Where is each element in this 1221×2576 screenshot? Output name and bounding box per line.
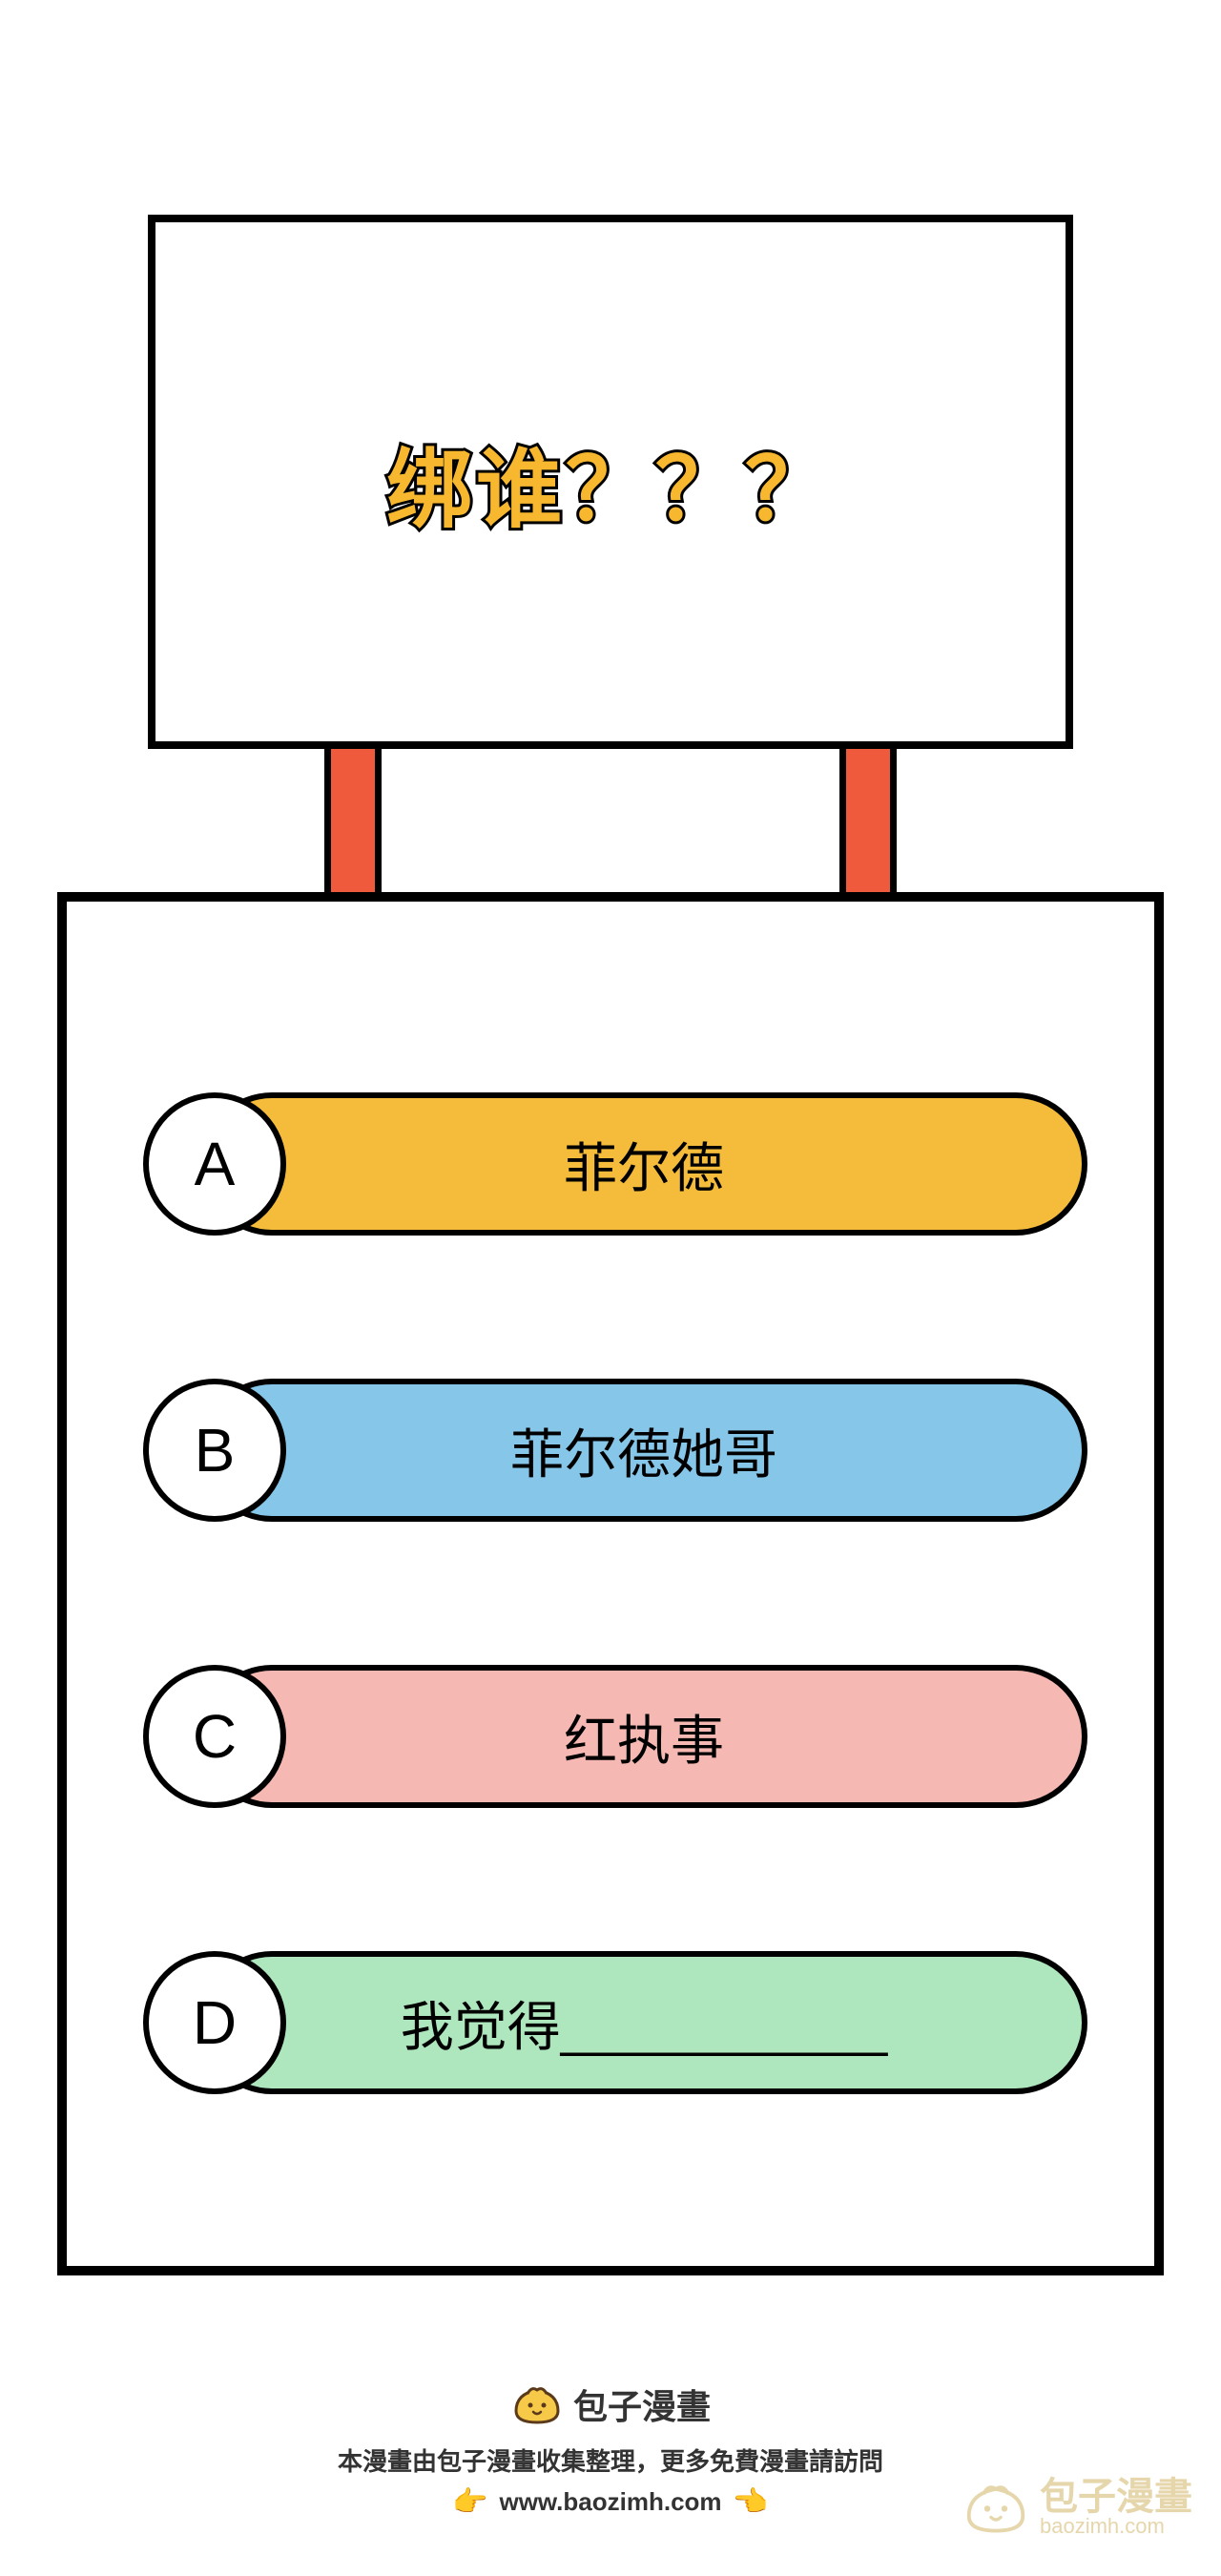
question-sign: 绑谁？？？	[148, 215, 1073, 749]
option-b[interactable]: 菲尔德她哥 B	[143, 1379, 1087, 1522]
watermark-bun-icon	[962, 2477, 1030, 2538]
option-a-letter: A	[143, 1092, 286, 1236]
watermark-main: 包子漫畫	[1040, 2478, 1192, 2516]
watermark-sub: baozimh.com	[1040, 2516, 1165, 2537]
quiz-stage: 绑谁？？？ 菲尔德 A 菲尔德她哥 B 红执事 C 我觉得___________…	[0, 0, 1221, 2576]
option-c-pill: 红执事	[200, 1665, 1087, 1808]
option-d[interactable]: 我觉得___________ D	[143, 1951, 1087, 2094]
option-a[interactable]: 菲尔德 A	[143, 1092, 1087, 1236]
question-text: 绑谁？？？	[386, 420, 835, 544]
options-panel: 菲尔德 A 菲尔德她哥 B 红执事 C 我觉得___________ D	[57, 892, 1164, 2275]
option-a-pill: 菲尔德	[200, 1092, 1087, 1236]
option-d-pill: 我觉得___________	[200, 1951, 1087, 2094]
footer-brand-text: 包子漫畫	[573, 2379, 711, 2429]
watermark-text: 包子漫畫 baozimh.com	[1040, 2478, 1192, 2537]
hand-icon-right: 👉	[734, 2485, 769, 2519]
sign-post-left	[324, 749, 382, 902]
footer-brand: 包子漫畫	[0, 2379, 1221, 2429]
option-b-pill: 菲尔德她哥	[200, 1379, 1087, 1522]
option-d-letter: D	[143, 1951, 286, 2094]
hand-icon-left: 👉	[452, 2485, 487, 2519]
option-c[interactable]: 红执事 C	[143, 1665, 1087, 1808]
footer-url[interactable]: www.baozimh.com	[499, 2487, 721, 2517]
footer-description: 本漫畫由包子漫畫收集整理，更多免費漫畫請訪問	[0, 2442, 1221, 2478]
sign-post-right	[839, 749, 897, 902]
watermark: 包子漫畫 baozimh.com	[962, 2477, 1192, 2538]
option-c-letter: C	[143, 1665, 286, 1808]
bun-icon	[510, 2380, 564, 2428]
option-b-letter: B	[143, 1379, 286, 1522]
